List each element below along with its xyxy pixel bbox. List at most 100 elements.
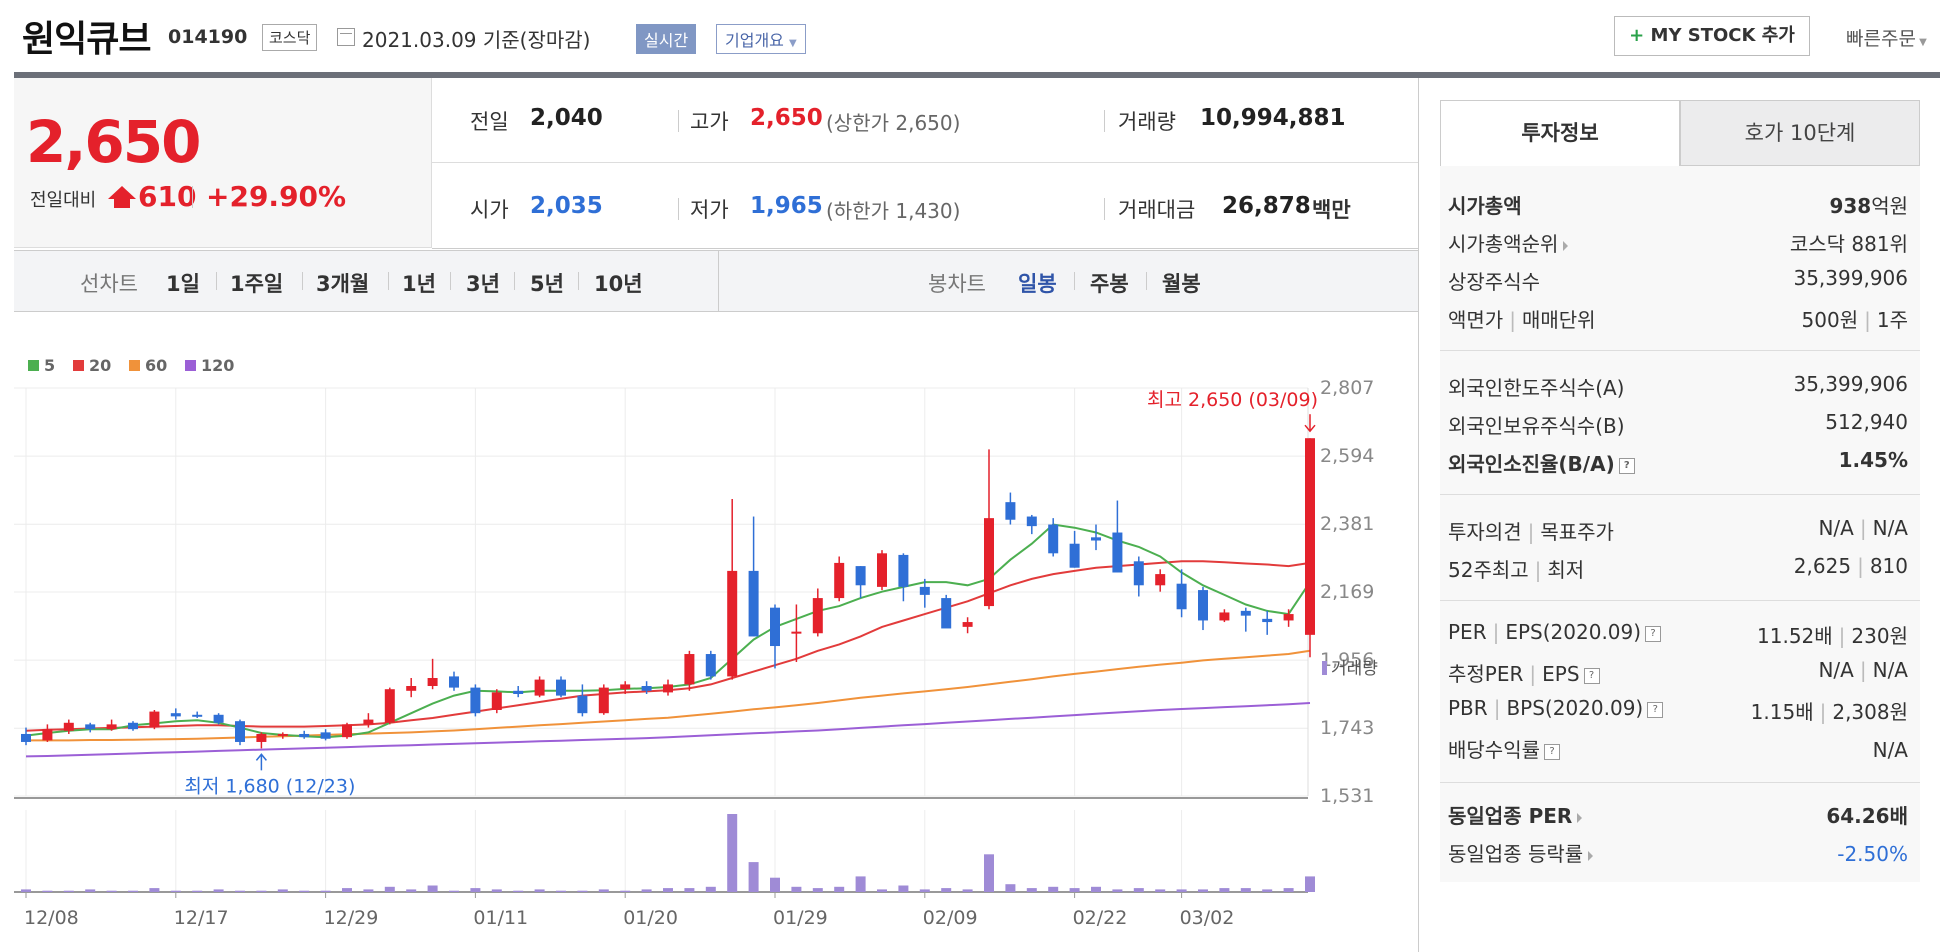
candle-body (427, 678, 438, 687)
candle (235, 719, 245, 746)
legend-swatch (185, 360, 196, 371)
candle-body (941, 598, 952, 629)
sector-per-row[interactable]: 동일업종 PER (1448, 800, 1583, 829)
sector-rate-value: -2.50% (1837, 842, 1908, 866)
x-tick-label: 01/20 (623, 907, 678, 929)
period-1y[interactable]: 1년 (402, 272, 436, 296)
volume-legend-label: 거래량 (1331, 659, 1378, 679)
foreign-ratio-row: 외국인소진율(B/A)? (1448, 448, 1635, 477)
price-summary-box (14, 78, 432, 248)
realtime-button[interactable]: 실시간 (636, 24, 697, 54)
candle-body (898, 554, 909, 587)
volume-label: 거래량 (1118, 110, 1176, 134)
help-icon[interactable]: ? (1647, 701, 1664, 718)
foreign-limit-label: 외국인한도주식수(A) (1448, 376, 1625, 400)
divider (216, 272, 217, 290)
sector-rate-label: 동일업종 등락률 (1448, 842, 1584, 866)
tab-invest-info[interactable]: 투자정보 (1440, 100, 1680, 166)
market-cap: 938억원 (1829, 190, 1908, 219)
candle-daily[interactable]: 일봉 (1018, 272, 1057, 296)
volume-bar (513, 890, 524, 892)
divider (578, 272, 579, 290)
panel-divider (1418, 78, 1419, 952)
candle (877, 550, 887, 591)
div-value: N/A (1872, 738, 1908, 762)
volume-bar (192, 890, 203, 892)
legend-label: 60 (145, 356, 167, 375)
candle (556, 676, 566, 698)
volume-bar (877, 889, 887, 892)
arrow-right-icon (1563, 240, 1569, 251)
my-stock-add-button[interactable]: + MY STOCK 추가 (1614, 16, 1810, 56)
candle-body (513, 690, 524, 694)
candle (85, 722, 96, 733)
candle-monthly[interactable]: 월봉 (1162, 272, 1201, 296)
volume-bar (962, 889, 973, 892)
bps-value: 2,308원 (1832, 700, 1908, 724)
candle (1048, 518, 1059, 557)
target-label: 목표주가 (1540, 520, 1614, 544)
help-icon[interactable]: ? (1618, 457, 1635, 474)
help-icon[interactable]: ? (1544, 743, 1560, 760)
candle-body (21, 733, 31, 742)
volume-bar (919, 889, 930, 892)
price-chart[interactable]: 2,807 2,594 2,381 2,169 1,956 1,743 1,531 12/08… (0, 312, 1418, 952)
candle-body (149, 711, 160, 728)
div-label-row: 배당수익률? (1448, 734, 1560, 763)
candle (770, 604, 780, 669)
candle-weekly[interactable]: 주봉 (1090, 272, 1129, 296)
w52-label-row: 52주최고 | 최저 (1448, 558, 1585, 582)
candle (1026, 514, 1037, 535)
volume-bar (898, 885, 909, 892)
divider (1104, 110, 1105, 132)
volume-bar (598, 889, 609, 892)
max-annotation: 최고 2,650 (03/09) (1147, 389, 1318, 411)
volume-bar (170, 890, 181, 892)
candle-body (620, 684, 631, 690)
par-unit-value: 500원 | 1주 (1801, 308, 1908, 332)
period-5y[interactable]: 5년 (530, 272, 564, 296)
candle-body (384, 689, 395, 723)
up-arrow-icon (108, 186, 136, 199)
opinion-value: N/A (1818, 516, 1854, 540)
period-1w[interactable]: 1주일 (230, 272, 284, 296)
candle (1219, 609, 1230, 623)
candle-body (748, 570, 759, 637)
period-1d[interactable]: 1일 (166, 272, 200, 296)
x-tick-label: 01/29 (773, 907, 828, 929)
w52-value-row: 2,625 | 810 (1793, 554, 1908, 578)
sector-rate-row[interactable]: 동일업종 등락률 (1448, 838, 1594, 867)
candle (213, 713, 224, 725)
candle (406, 678, 417, 698)
w52-low-value: 810 (1869, 554, 1908, 578)
candle-body (556, 679, 566, 696)
pbr-label: PBR (1448, 696, 1488, 720)
candles (21, 438, 1315, 749)
candle-body (63, 722, 74, 731)
volume-bar (1155, 889, 1166, 892)
quick-order-button[interactable]: 빠른주문 ▼ (1846, 24, 1927, 51)
per-label: PER (1448, 620, 1487, 644)
candle (984, 449, 994, 610)
rank-row[interactable]: 시가총액순위 (1448, 228, 1569, 257)
period-3y[interactable]: 3년 (466, 272, 500, 296)
candle (855, 566, 866, 599)
volume-bar (277, 889, 288, 892)
help-icon[interactable]: ? (1645, 625, 1662, 642)
w52-low-label: 최저 (1547, 558, 1585, 582)
period-3m[interactable]: 3개월 (316, 272, 370, 296)
candle-body (984, 518, 994, 607)
period-10y[interactable]: 10년 (594, 272, 643, 296)
candle-body (1198, 590, 1208, 621)
company-info-dropdown[interactable]: 기업개요 ▼ (716, 24, 806, 54)
candle-body (577, 695, 588, 714)
volume-bar (1198, 889, 1208, 892)
divider (1146, 272, 1147, 290)
y-tick-label: 1,531 (1320, 785, 1374, 807)
my-stock-label: MY STOCK 추가 (1650, 25, 1795, 46)
divider (1440, 350, 1920, 351)
unit-value: 1주 (1876, 308, 1908, 332)
x-tick-label: 02/22 (1073, 907, 1128, 929)
tab-orderbook[interactable]: 호가 10단계 (1680, 100, 1920, 166)
help-icon[interactable]: ? (1583, 667, 1600, 684)
